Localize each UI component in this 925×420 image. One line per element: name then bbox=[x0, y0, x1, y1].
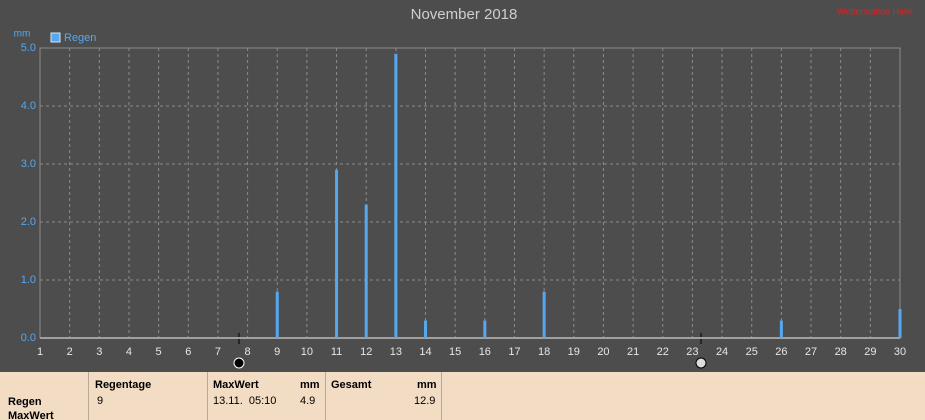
y-tick-label: 4.0 bbox=[21, 100, 36, 112]
bar bbox=[483, 320, 487, 338]
col-header: Gesamt bbox=[331, 379, 372, 391]
cell: 4.9 bbox=[300, 395, 316, 407]
x-tick-label: 11 bbox=[331, 346, 342, 358]
bar bbox=[542, 291, 546, 338]
x-tick-label: 7 bbox=[215, 346, 221, 358]
col-border bbox=[88, 372, 89, 420]
x-tick-label: 9 bbox=[274, 346, 280, 358]
x-tick-label: 26 bbox=[775, 346, 787, 358]
x-tick-label: 24 bbox=[716, 346, 728, 358]
row-label: MaxWert bbox=[8, 410, 54, 420]
station-name: Wetterstation Halle bbox=[837, 6, 913, 16]
bar bbox=[394, 53, 398, 339]
legend-label: Regen bbox=[64, 32, 96, 44]
bar bbox=[424, 320, 428, 338]
bar bbox=[898, 309, 902, 338]
legend-swatch bbox=[50, 32, 61, 43]
x-tick-label: 17 bbox=[508, 346, 520, 358]
x-tick-label: 3 bbox=[96, 346, 102, 358]
x-tick-label: 15 bbox=[449, 346, 461, 358]
x-tick-label: 25 bbox=[746, 346, 758, 358]
x-tick-label: 10 bbox=[301, 346, 313, 358]
col-unit: mm bbox=[417, 379, 437, 391]
x-tick-label: 12 bbox=[360, 346, 372, 358]
x-tick-label: 22 bbox=[657, 346, 669, 358]
y-tick-label: 2.0 bbox=[21, 216, 36, 228]
x-tick-label: 4 bbox=[126, 346, 132, 358]
x-tick-label: 16 bbox=[479, 346, 491, 358]
y-tick-label: 5.0 bbox=[21, 42, 36, 54]
x-tick-label: 30 bbox=[894, 346, 906, 358]
chart: November 2018 Wetterstation Halle mm Reg… bbox=[14, 6, 913, 369]
bar bbox=[364, 204, 368, 338]
chart-title: November 2018 bbox=[411, 6, 518, 23]
col-header: MaxWert bbox=[213, 379, 259, 391]
x-tick-label: 2 bbox=[67, 346, 73, 358]
bar bbox=[779, 320, 783, 338]
plot-frame bbox=[39, 47, 901, 339]
x-tick-label: 5 bbox=[156, 346, 162, 358]
col-border bbox=[441, 372, 442, 420]
y-tick-label: 3.0 bbox=[21, 158, 36, 170]
x-tick-label: 23 bbox=[686, 346, 698, 358]
x-tick-label: 1 bbox=[37, 346, 43, 358]
x-tick-label: 28 bbox=[835, 346, 847, 358]
col-header: Regentage bbox=[95, 379, 152, 391]
x-tick-label: 27 bbox=[805, 346, 817, 358]
cell: 12.9 bbox=[414, 395, 436, 407]
x-tick-label: 29 bbox=[864, 346, 876, 358]
moon-new bbox=[233, 357, 245, 369]
col-unit: mm bbox=[300, 379, 320, 391]
y-unit: mm bbox=[14, 29, 31, 40]
summary-table: Regen MaxWert Regentage 9 MaxWert mm 13.… bbox=[0, 372, 925, 420]
cell: 13.11. 05:10 bbox=[213, 395, 277, 407]
x-tick-label: 14 bbox=[419, 346, 431, 358]
bar bbox=[335, 169, 339, 338]
x-tick-label: 20 bbox=[597, 346, 609, 358]
x-tick-label: 8 bbox=[245, 346, 251, 358]
x-tick-label: 6 bbox=[185, 346, 191, 358]
col-border bbox=[325, 372, 326, 420]
row-label: Regen bbox=[8, 396, 42, 408]
y-tick-label: 1.0 bbox=[21, 274, 36, 286]
cell: 9 bbox=[97, 395, 104, 407]
bar bbox=[275, 291, 279, 338]
x-tick-label: 21 bbox=[627, 346, 639, 358]
x-tick-label: 18 bbox=[538, 346, 550, 358]
y-tick-label: 0.0 bbox=[21, 332, 36, 344]
x-tick-label: 19 bbox=[568, 346, 580, 358]
moon-full bbox=[695, 357, 707, 369]
col-border bbox=[207, 372, 208, 420]
x-tick-label: 13 bbox=[390, 346, 402, 358]
